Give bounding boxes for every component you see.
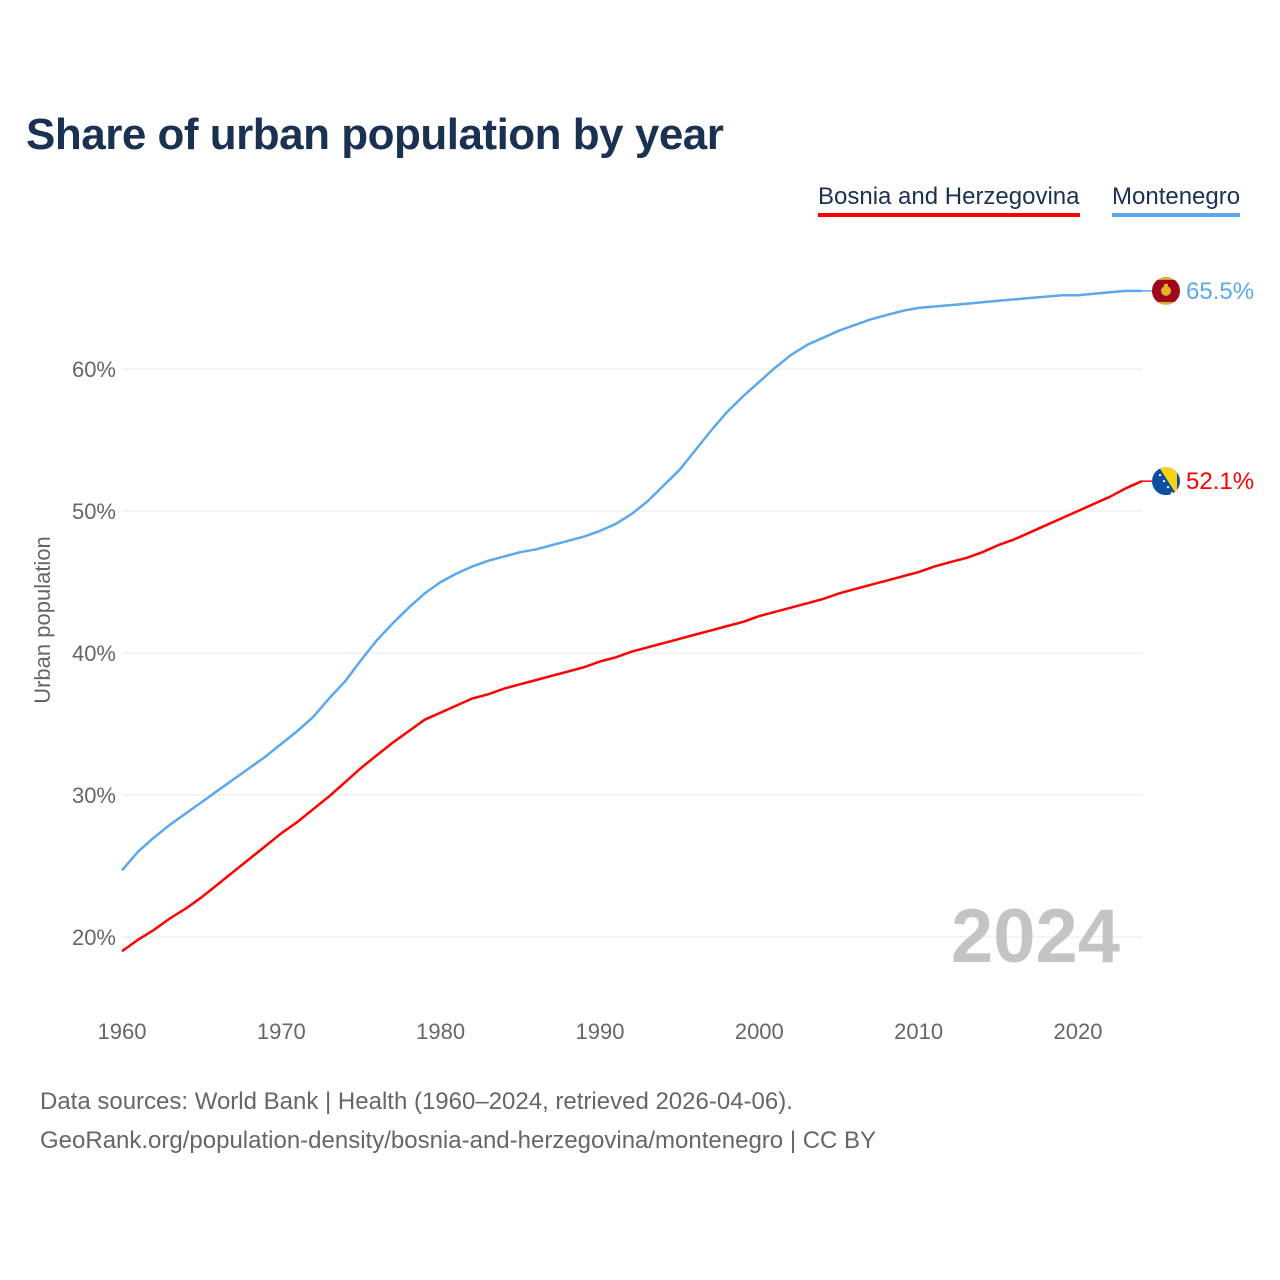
end-label-bosnia: 52.1% bbox=[1186, 468, 1254, 495]
y-tick-label: 60% bbox=[72, 357, 116, 382]
footer-link[interactable]: GeoRank.org/population-density/bosnia-an… bbox=[40, 1127, 877, 1154]
y-tick-label: 20% bbox=[72, 925, 116, 950]
bosnia-flag-icon bbox=[1152, 467, 1180, 496]
year-watermark: 2024 bbox=[951, 894, 1120, 979]
x-tick-label: 1970 bbox=[257, 1019, 306, 1044]
montenegro-flag-icon bbox=[1152, 276, 1180, 305]
x-tick-label: 2010 bbox=[894, 1019, 943, 1044]
footer-sources: Data sources: World Bank | Health (1960–… bbox=[40, 1088, 793, 1115]
y-axis-label: Urban population bbox=[30, 536, 55, 704]
y-tick-label: 30% bbox=[72, 783, 116, 808]
y-tick-label: 40% bbox=[72, 641, 116, 666]
x-tick-label: 2020 bbox=[1053, 1019, 1102, 1044]
x-tick-label: 1960 bbox=[98, 1019, 147, 1044]
legend-item-bosnia[interactable]: Bosnia and Herzegovina bbox=[818, 183, 1080, 217]
legend-item-montenegro[interactable]: Montenegro bbox=[1112, 183, 1241, 217]
x-tick-label: 2000 bbox=[735, 1019, 784, 1044]
chart-title: Share of urban population by year bbox=[26, 110, 724, 159]
series-line-bosnia bbox=[121, 480, 1143, 953]
series-line-montenegro bbox=[121, 289, 1142, 872]
x-tick-label: 1990 bbox=[576, 1019, 625, 1044]
end-label-montenegro: 65.5% bbox=[1186, 278, 1254, 305]
line-chart: 20% 30% 40% 50% 60% 1960 1970 1980 1990 2000 2010… bbox=[30, 276, 1254, 1044]
x-tick-label: 1980 bbox=[416, 1019, 465, 1044]
y-tick-label: 50% bbox=[72, 499, 116, 524]
